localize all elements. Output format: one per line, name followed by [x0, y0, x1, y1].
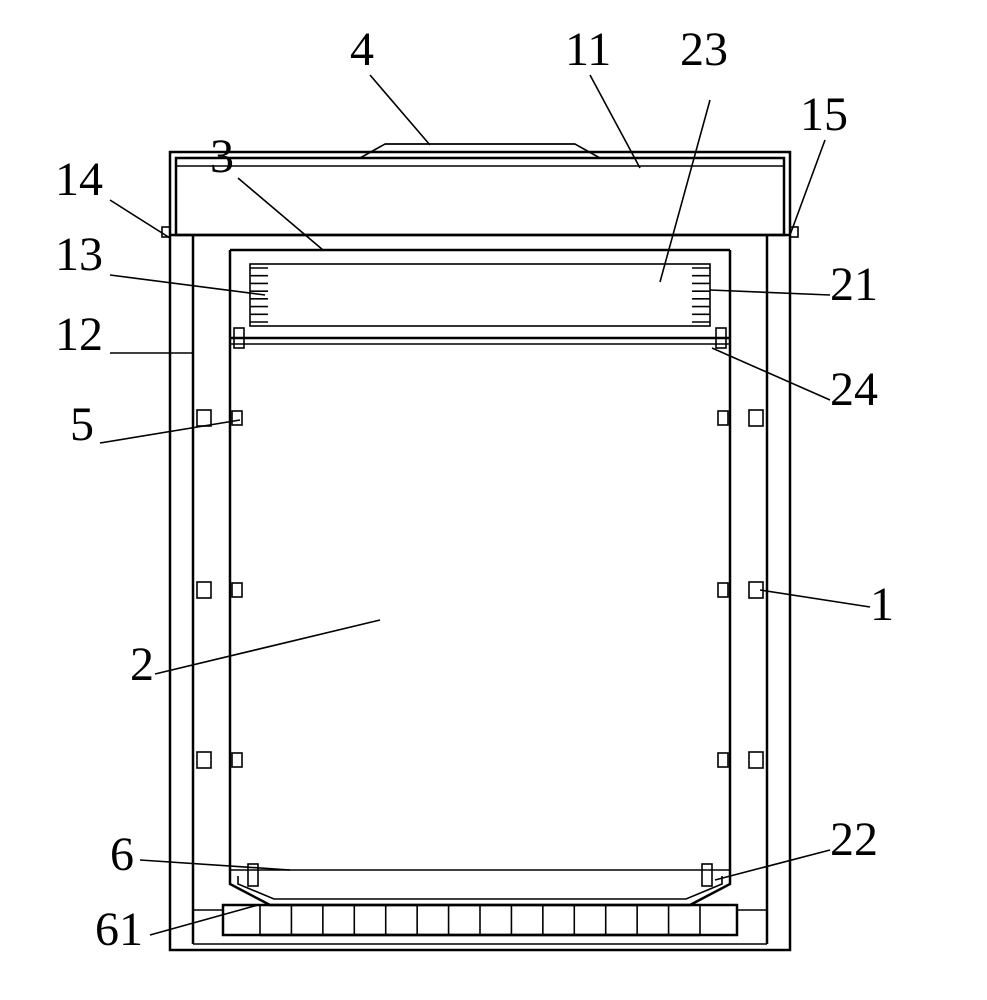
label-text-1: 1 [870, 578, 894, 631]
label-5: 5 [70, 398, 240, 451]
label-6: 6 [110, 828, 290, 881]
label-text-21: 21 [830, 258, 878, 311]
label-text-12: 12 [55, 308, 103, 361]
label-21: 21 [710, 258, 878, 311]
label-text-2: 2 [130, 638, 154, 691]
label-22: 22 [715, 813, 878, 880]
diagram [162, 144, 798, 950]
label-61: 61 [95, 903, 258, 956]
label-text-13: 13 [55, 228, 103, 281]
label-text-6: 6 [110, 828, 134, 881]
label-11: 11 [565, 23, 640, 168]
label-13: 13 [55, 228, 265, 295]
label-text-11: 11 [565, 23, 611, 76]
label-3: 3 [210, 130, 323, 250]
label-15: 15 [790, 88, 848, 235]
label-text-3: 3 [210, 130, 234, 183]
label-text-4: 4 [350, 23, 374, 76]
label-14: 14 [55, 153, 170, 238]
label-1: 1 [760, 578, 894, 631]
label-text-14: 14 [55, 153, 103, 206]
label-24: 24 [712, 348, 878, 416]
label-text-23: 23 [680, 23, 728, 76]
label-12: 12 [55, 308, 193, 361]
label-text-22: 22 [830, 813, 878, 866]
label-text-24: 24 [830, 363, 878, 416]
label-4: 4 [350, 23, 430, 145]
label-text-5: 5 [70, 398, 94, 451]
label-text-61: 61 [95, 903, 143, 956]
label-2: 2 [130, 620, 380, 691]
label-text-15: 15 [800, 88, 848, 141]
